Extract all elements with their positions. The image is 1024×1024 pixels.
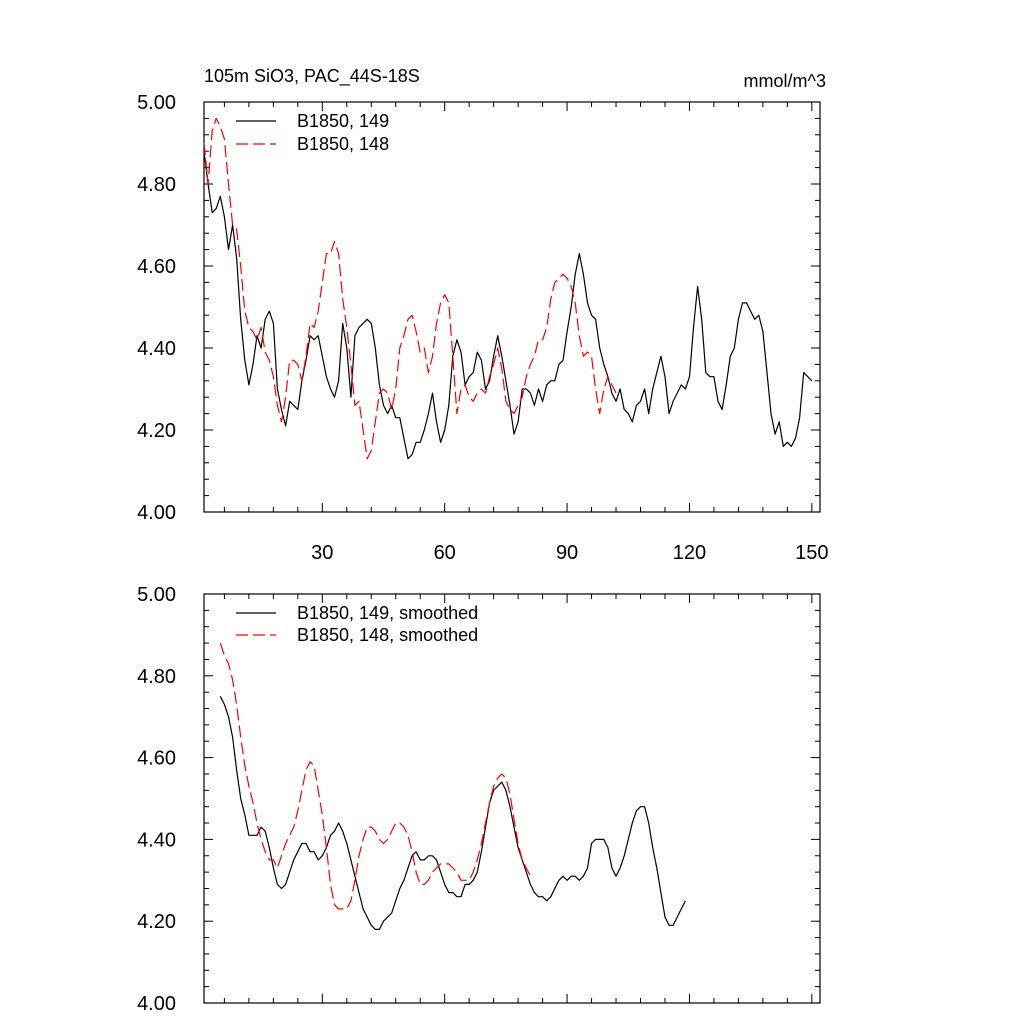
chart-units-label: mmol/m^3 bbox=[744, 71, 826, 91]
y-tick-label: 5.00 bbox=[137, 92, 176, 114]
y-tick-label: 4.00 bbox=[137, 993, 176, 1015]
legend-label-1: B1850, 149 bbox=[297, 111, 389, 131]
y-tick-label: 4.80 bbox=[137, 174, 176, 196]
x-tick-label: 150 bbox=[795, 542, 828, 564]
series-line-1 bbox=[219, 696, 686, 931]
top-panel: 4.00 4.20 4.40 4.60 4.80 5.00 30 60 90 120 150 B185… bbox=[137, 92, 828, 564]
y-tick-label: 5.00 bbox=[137, 584, 176, 606]
x-tick-label: 90 bbox=[556, 542, 578, 564]
plot-frame bbox=[203, 593, 821, 1004]
y-tick-label: 4.00 bbox=[137, 502, 176, 524]
y-tick-label: 4.60 bbox=[137, 748, 176, 770]
series-line-1 bbox=[203, 151, 813, 460]
series-line-2 bbox=[203, 117, 617, 460]
chart-title: 105m SiO3, PAC_44S-18S bbox=[204, 66, 420, 87]
y-tick-label: 4.60 bbox=[137, 256, 176, 278]
legend-label-2: B1850, 148, smoothed bbox=[297, 625, 478, 645]
x-tick-label: 120 bbox=[673, 542, 706, 564]
legend-label-1: B1850, 149, smoothed bbox=[297, 603, 478, 623]
y-tick-label: 4.20 bbox=[137, 911, 176, 933]
x-tick-label: 30 bbox=[311, 542, 333, 564]
legend-label-2: B1850, 148 bbox=[297, 134, 389, 154]
x-tick-label: 60 bbox=[434, 542, 456, 564]
bottom-panel: 4.00 4.20 4.40 4.60 4.80 5.00 B1850, 149, smoo… bbox=[137, 584, 821, 1015]
y-tick-label: 4.20 bbox=[137, 420, 176, 442]
y-tick-label: 4.40 bbox=[137, 338, 176, 360]
plot-frame bbox=[203, 101, 821, 513]
series-line-2 bbox=[219, 642, 531, 910]
y-tick-label: 4.40 bbox=[137, 829, 176, 851]
y-tick-label: 4.80 bbox=[137, 666, 176, 688]
